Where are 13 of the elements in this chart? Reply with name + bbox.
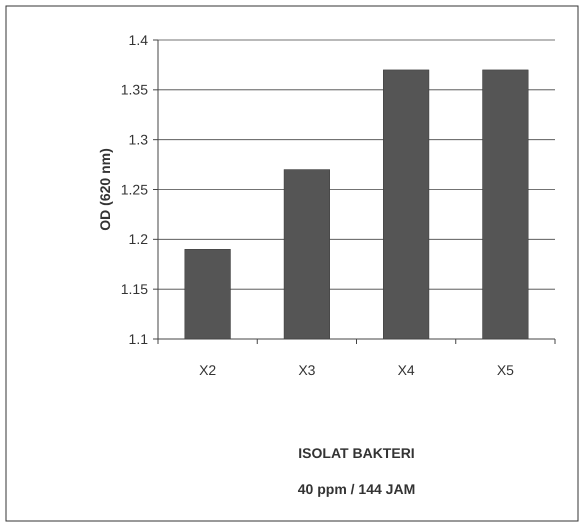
y-tick-label: 1.15 [120, 281, 148, 298]
y-tick-label: 1.35 [120, 82, 148, 98]
x-tick-label: X4 [398, 362, 415, 378]
x-tick-label: X5 [496, 362, 514, 378]
y-tick-label: 1.25 [120, 181, 148, 198]
text: ISOLAT BAKTERI 40 ppm / 144 JAM [298, 445, 416, 497]
y-tick-label: 1.4 [128, 32, 148, 48]
y-tick-label: 1.3 [128, 132, 148, 148]
y-tick-label: 1.2 [128, 231, 148, 248]
y-axis-title: OD (620 nm) [97, 148, 113, 231]
x-tick-label: X3 [298, 362, 316, 378]
x-tick-label: X2 [199, 362, 216, 378]
y-tick-label: 1.1 [128, 330, 148, 347]
